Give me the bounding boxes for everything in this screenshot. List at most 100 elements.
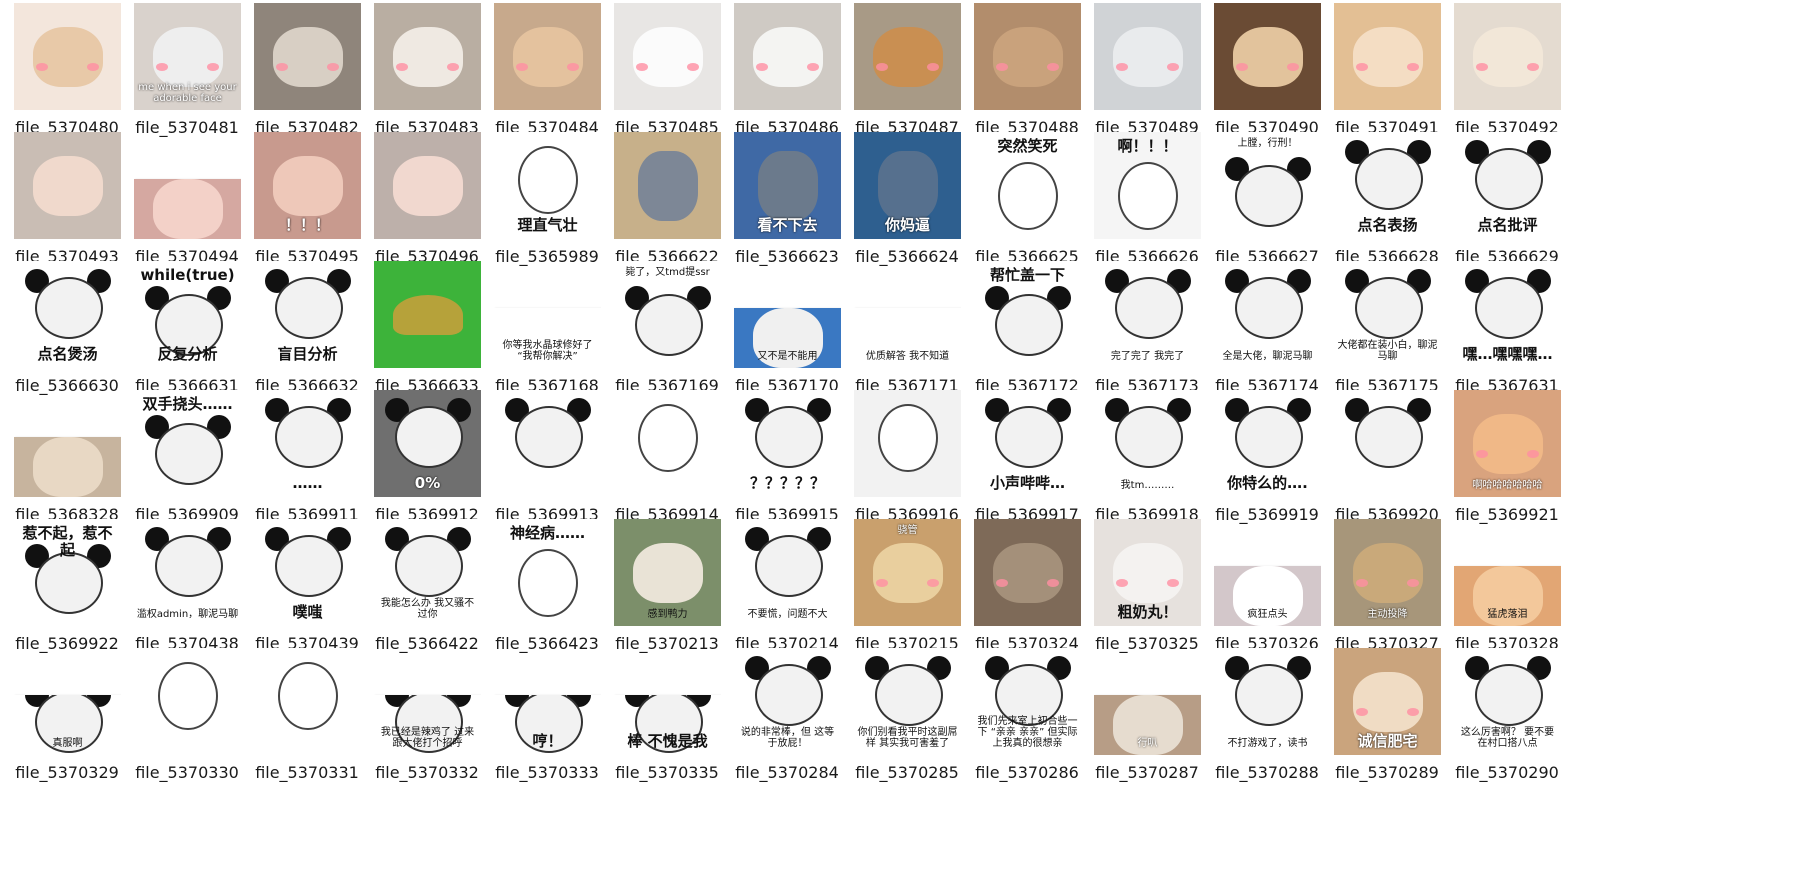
meme-caption: 突然笑死 [997, 137, 1058, 155]
file-item[interactable]: file_5370494 [120, 129, 254, 277]
file-item[interactable]: 你等我水晶球修好了 “我帮你解决” file_5367168 [480, 258, 614, 406]
file-item[interactable]: 小声哔哔… file_5369917 [960, 387, 1094, 535]
panda-image: 我们先来室上初合些一下 “亲亲 亲亲” 但实际上我真的很想亲 [974, 648, 1081, 755]
doodle-image: 啊！！！ [1094, 132, 1201, 239]
file-item[interactable]: file_5370492 [1440, 0, 1574, 148]
file-item[interactable]: 又不是不能用 file_5367170 [720, 258, 854, 406]
file-item[interactable]: 完了完了 我完了 file_5367173 [1080, 258, 1214, 406]
file-item[interactable]: 我tm……… file_5369918 [1080, 387, 1214, 535]
file-item[interactable]: 大佬都在装小白，聊泥马聊 file_5367175 [1320, 258, 1454, 406]
file-item[interactable]: 嘿…嘿嘿嘿… file_5367631 [1440, 258, 1574, 406]
file-item[interactable]: 帮忙盖一下 file_5367172 [960, 258, 1094, 406]
file-item[interactable]: 骁管 file_5370215 [840, 516, 974, 664]
file-item[interactable]: file_5370493 [0, 129, 134, 277]
file-name: file_5366422 [375, 634, 479, 653]
file-item[interactable]: 说的非常棒，但 这等于放屁！ file_5370284 [720, 645, 854, 793]
file-item[interactable]: 上膛，行刑！ file_5366627 [1200, 129, 1334, 277]
file-item[interactable]: file_5370496 [360, 129, 494, 277]
file-item[interactable]: 优质解答 我不知道 file_5367171 [840, 258, 974, 406]
file-item[interactable]: 行叭 file_5370287 [1080, 645, 1214, 793]
file-item[interactable]: 你妈逼 file_5366624 [840, 129, 974, 277]
file-item[interactable]: file_5370483 [360, 0, 494, 148]
meme-caption: 你等我水晶球修好了 “我帮你解决” [502, 340, 593, 362]
file-item[interactable]: file_5369913 [480, 387, 614, 535]
meme-caption: 不要慌，问题不大 [747, 609, 828, 620]
file-item[interactable]: 全是大佬，聊泥马聊 file_5367174 [1200, 258, 1334, 406]
file-thumbnail: 真服啊 [14, 648, 121, 755]
file-item[interactable]: file_5370485 [600, 0, 734, 148]
file-item[interactable]: 棒 不愧是我 file_5370335 [600, 645, 734, 793]
file-item[interactable]: 啊！！！ file_5366626 [1080, 129, 1214, 277]
cat-image [974, 3, 1081, 110]
file-item[interactable]: file_5370488 [960, 0, 1094, 148]
file-item[interactable]: 粗奶丸！ file_5370325 [1080, 516, 1214, 664]
file-item[interactable]: file_5366622 [600, 129, 734, 277]
file-item[interactable]: 点名表扬 file_5366628 [1320, 129, 1454, 277]
file-item[interactable]: ！！！ file_5370495 [240, 129, 374, 277]
file-item[interactable]: 突然笑死 file_5366625 [960, 129, 1094, 277]
meme-caption: 理直气壮 [517, 215, 578, 234]
file-item[interactable]: file_5370486 [720, 0, 854, 148]
cat-image: 猛虎落泪 [1454, 566, 1561, 626]
file-thumbnail: 不要慌，问题不大 [734, 519, 841, 626]
file-item[interactable]: 反复分析 while(true) file_5366631 [120, 258, 254, 406]
file-item[interactable]: file_5370490 [1200, 0, 1334, 148]
file-thumbnail: 你们别看我平时这副屌样 其实我可害羞了 [854, 648, 961, 755]
file-item[interactable]: 毙了，又tmd提ssr file_5367169 [600, 258, 734, 406]
file-item[interactable]: file_5370330 [120, 645, 254, 793]
file-item[interactable]: file_5369916 [840, 387, 974, 535]
file-item[interactable]: file_5370331 [240, 645, 374, 793]
file-item[interactable]: 0% file_5369912 [360, 387, 494, 535]
file-item[interactable]: 真服啊 file_5370329 [0, 645, 134, 793]
file-item[interactable]: file_5369920 [1320, 387, 1454, 535]
file-item[interactable]: file_5368328 [0, 387, 134, 535]
file-item[interactable]: 理直气壮 file_5365989 [480, 129, 614, 277]
file-item[interactable]: file_5366633 [360, 258, 494, 406]
file-item[interactable]: 我已经是辣鸡了 过来跟大佬打个招呼 file_5370332 [360, 645, 494, 793]
file-name: file_5370331 [255, 763, 359, 782]
file-item[interactable]: 主动投降 file_5370327 [1320, 516, 1454, 664]
file-item[interactable]: file_5369914 [600, 387, 734, 535]
file-item[interactable]: file_5370484 [480, 0, 614, 148]
panda-image: 棒 不愧是我 [614, 695, 721, 755]
file-item[interactable]: 看不下去 file_5366623 [720, 129, 854, 277]
file-item[interactable]: 滥权admin，聊泥马聊 file_5370438 [120, 516, 254, 664]
meme-caption: ？？？？？ [749, 473, 825, 492]
file-item[interactable]: 你特么的…. file_5369919 [1200, 387, 1334, 535]
file-item[interactable]: 这么厉害啊？ 要不要在村口搭八点 file_5370290 [1440, 645, 1574, 793]
file-item[interactable]: file_5370491 [1320, 0, 1454, 148]
file-item[interactable]: file_5370487 [840, 0, 974, 148]
file-item[interactable]: 啊哈哈哈哈哈哈 file_5369921 [1440, 387, 1574, 535]
file-item[interactable]: ？？？？？ file_5369915 [720, 387, 854, 535]
cat-image [1214, 3, 1321, 110]
panda-image: ？？？？？ [734, 390, 841, 497]
file-item[interactable]: 我们先来室上初合些一下 “亲亲 亲亲” 但实际上我真的很想亲 file_53702… [960, 645, 1094, 793]
file-item[interactable]: 诚信肥宅 file_5370289 [1320, 645, 1454, 793]
file-item[interactable]: 神经病…… file_5366423 [480, 516, 614, 664]
file-thumbnail: 神经病…… [494, 519, 601, 626]
file-item[interactable]: 猛虎落泪 file_5370328 [1440, 516, 1574, 664]
file-item[interactable]: 疯狂点头 file_5370326 [1200, 516, 1334, 664]
file-item[interactable]: file_5370489 [1080, 0, 1214, 148]
file-item[interactable]: 盲目分析 file_5366632 [240, 258, 374, 406]
doodle-image: 神经病…… [494, 519, 601, 626]
file-item[interactable]: 感到鸭力 file_5370213 [600, 516, 734, 664]
file-item[interactable]: 点名批评 file_5366629 [1440, 129, 1574, 277]
file-item[interactable]: file_5370482 [240, 0, 374, 148]
file-item[interactable]: me when i see your adorable face file_537… [120, 0, 254, 148]
file-thumbnail [254, 3, 361, 110]
meme-caption: 啊！！！ [1117, 137, 1178, 155]
file-item[interactable]: 惹不起，惹不起 file_5369922 [0, 516, 134, 664]
file-item[interactable]: 哼！ file_5370333 [480, 645, 614, 793]
file-item[interactable]: …… file_5369911 [240, 387, 374, 535]
meme-caption: me when i see your adorable face [138, 82, 237, 104]
file-item[interactable]: 我能怎么办 我又骚不过你 file_5366422 [360, 516, 494, 664]
file-item[interactable]: 噗嗤 file_5370439 [240, 516, 374, 664]
file-item[interactable]: 双手挠头…… file_5369909 [120, 387, 254, 535]
file-item[interactable]: 点名煲汤 file_5366630 [0, 258, 134, 406]
file-item[interactable]: 你们别看我平时这副屌样 其实我可害羞了 file_5370285 [840, 645, 974, 793]
file-item[interactable]: file_5370480 [0, 0, 134, 148]
file-item[interactable]: file_5370324 [960, 516, 1094, 664]
file-item[interactable]: 不要慌，问题不大 file_5370214 [720, 516, 854, 664]
file-item[interactable]: 不打游戏了，读书 file_5370288 [1200, 645, 1334, 793]
